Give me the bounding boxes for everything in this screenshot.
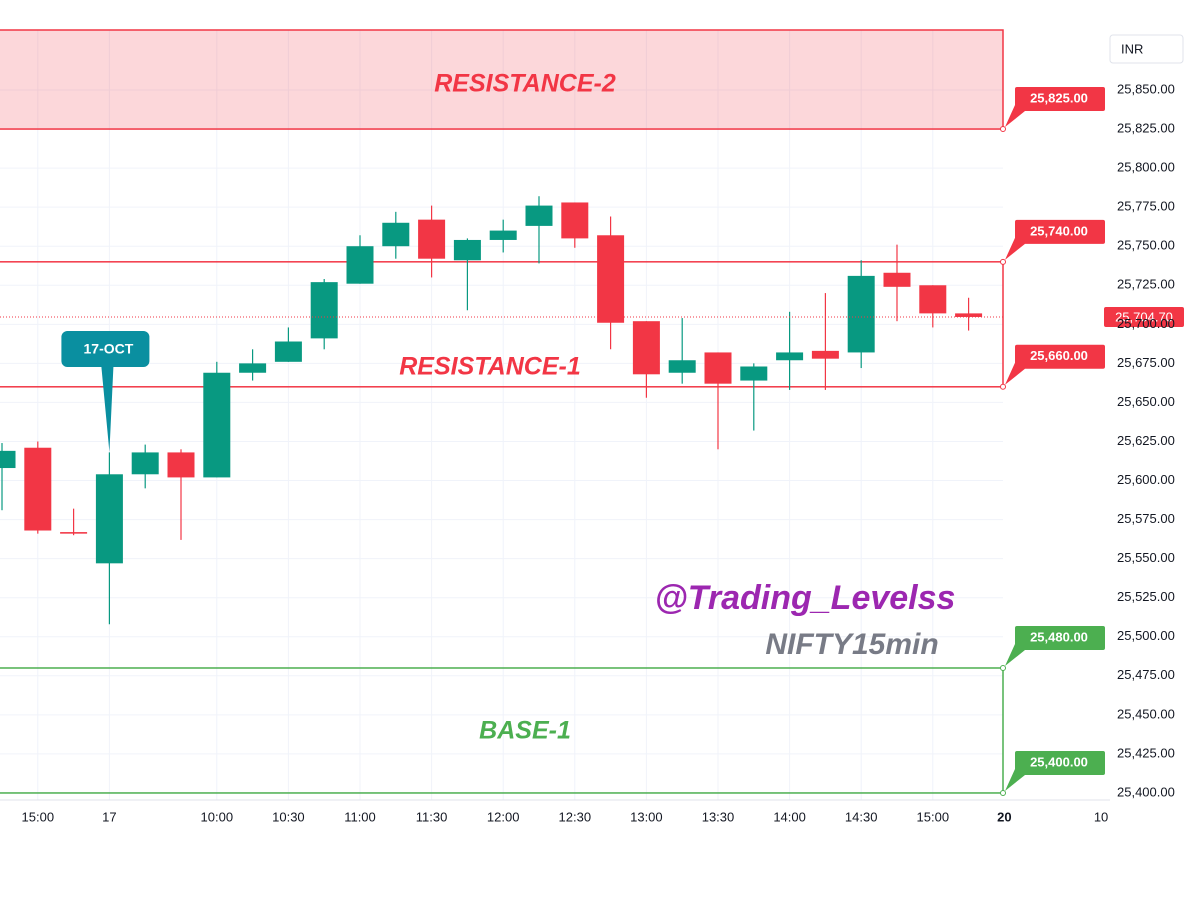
x-tick-label: 15:00	[917, 809, 950, 824]
candle-body	[632, 321, 660, 375]
last-price-tag	[1104, 306, 1184, 327]
level-label: 25,400.00	[1030, 754, 1088, 769]
candle-body	[919, 285, 947, 314]
zone	[0, 261, 1004, 388]
y-tick-label: 25,675.00	[1117, 355, 1175, 370]
candle-body	[203, 372, 231, 478]
candle-body	[847, 275, 875, 353]
overlay: 25,704.70 25,825.00 25,740.00 25,660.00 25,4…	[0, 87, 1184, 796]
zone-label: BASE-1	[479, 717, 571, 745]
candle-body	[60, 532, 88, 534]
level-tag	[1005, 344, 1105, 385]
subtitle: NIFTY15min	[765, 628, 938, 661]
y-tick-label: 25,525.00	[1117, 589, 1175, 604]
level-label: 25,825.00	[1030, 90, 1088, 105]
zone	[0, 667, 1004, 794]
y-tick-label: 25,750.00	[1117, 238, 1175, 253]
level-label: 25,740.00	[1030, 223, 1088, 238]
level-tag	[1005, 87, 1105, 128]
candle-body	[131, 452, 159, 475]
x-tick-label: 10:30	[272, 809, 305, 824]
candle-body	[274, 341, 302, 362]
x-tick-label: 17	[102, 809, 116, 824]
y-tick-label: 25,625.00	[1117, 433, 1175, 448]
x-tick-label: 14:00	[773, 809, 806, 824]
zones: RESISTANCE-2 RESISTANCE-1 BASE-1	[0, 29, 1004, 794]
x-tick-label: 10:00	[201, 809, 234, 824]
candle-body	[239, 363, 267, 373]
y-tick-label: 25,575.00	[1117, 511, 1175, 526]
x-tick-label: 15:00	[22, 809, 55, 824]
level-anchor	[1000, 258, 1006, 265]
candle-body	[95, 474, 123, 564]
level-tag	[1005, 219, 1105, 260]
level-label: 25,480.00	[1030, 629, 1088, 644]
x-tick-label: 11:00	[344, 809, 376, 824]
y-tick-label: 25,450.00	[1117, 706, 1175, 721]
x-tick-label: 11:30	[416, 809, 448, 824]
x-tick-label: 20	[997, 809, 1011, 824]
y-tick-label: 25,550.00	[1117, 550, 1175, 565]
level-anchor	[1000, 126, 1006, 133]
candle-body	[776, 352, 804, 361]
candle-body	[811, 350, 839, 359]
y-tick-label: 25,775.00	[1117, 199, 1175, 214]
y-tick-label: 25,475.00	[1117, 667, 1175, 682]
candle-body	[24, 447, 52, 531]
y-tick-label: 25,400.00	[1117, 784, 1175, 799]
watermark: @Trading_Levelss	[655, 579, 956, 617]
x-tick-label: 12:00	[487, 809, 520, 824]
y-tick-label: 25,850.00	[1117, 81, 1175, 96]
y-tick-label: 25,425.00	[1117, 745, 1175, 760]
candle-body	[597, 235, 625, 323]
last-price-label: 25,704.70	[1115, 309, 1173, 324]
currency-box	[1109, 34, 1184, 64]
candle-body	[0, 450, 16, 469]
callout-label: 17-OCT	[84, 341, 134, 357]
level-tag	[1005, 750, 1105, 791]
zone-label: RESISTANCE-1	[399, 353, 581, 381]
candle-body	[525, 205, 553, 226]
level-label: 25,660.00	[1030, 348, 1088, 363]
x-tick-label: 14:30	[845, 809, 878, 824]
y-tick-label: 25,650.00	[1117, 394, 1175, 409]
currency: INR	[1121, 41, 1143, 56]
candle-body	[346, 246, 374, 284]
candle-body	[489, 230, 517, 240]
candle-body	[167, 452, 195, 478]
y-tick-label: 25,600.00	[1117, 472, 1175, 487]
x-tick-label: 10	[1094, 809, 1108, 824]
level-tag	[1005, 625, 1105, 666]
zone-label: RESISTANCE-2	[434, 70, 616, 98]
y-tick-label: 25,825.00	[1117, 120, 1175, 135]
x-tick-label: 12:30	[559, 809, 592, 824]
level-anchor	[1000, 789, 1006, 796]
y-tick-label: 25,500.00	[1117, 628, 1175, 643]
y-tick-label: 25,700.00	[1117, 316, 1175, 331]
candle-body	[453, 239, 481, 261]
level-anchor	[1000, 664, 1006, 671]
candle-body	[883, 272, 911, 287]
candle-body	[561, 202, 589, 239]
candles	[0, 196, 983, 625]
callout	[61, 331, 150, 452]
y-tick-label: 25,800.00	[1117, 160, 1175, 175]
candle-body	[418, 219, 446, 259]
plot-area	[0, 30, 1003, 800]
level-anchor	[1000, 383, 1006, 390]
x-tick-label: 13:30	[702, 809, 735, 824]
zone	[0, 29, 1004, 130]
y-tick-label: 25,725.00	[1117, 277, 1175, 292]
candle-body	[668, 360, 696, 373]
candle-body	[704, 352, 732, 384]
x-tick-label: 13:00	[630, 809, 663, 824]
candle-body	[310, 282, 338, 339]
candle-body	[955, 313, 983, 317]
candle-body	[382, 222, 410, 247]
candle-body	[740, 366, 768, 381]
